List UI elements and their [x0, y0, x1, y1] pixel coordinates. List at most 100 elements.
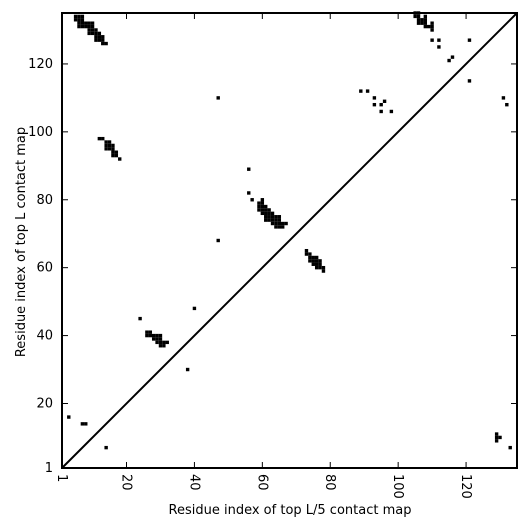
contact-cell-upper	[73, 14, 78, 19]
contact-cell-upper	[77, 21, 81, 25]
contact-cell-upper	[264, 204, 268, 209]
contact-cell-upper	[247, 191, 251, 195]
contact-cell-upper	[430, 38, 434, 42]
x-tick-label: 20	[119, 474, 134, 491]
contact-cell-upper	[420, 21, 424, 25]
contact-cell-upper	[77, 24, 81, 29]
contact-cell-upper	[84, 24, 88, 29]
contact-cell-lower	[508, 445, 512, 450]
contact-cell-upper	[80, 14, 85, 19]
contact-cell-upper	[423, 21, 428, 25]
contact-cell-upper	[260, 201, 265, 205]
contact-cell-upper	[274, 221, 278, 226]
contact-cell-upper	[247, 167, 251, 171]
contact-cell-upper	[101, 136, 105, 141]
contact-cell-upper	[87, 31, 91, 36]
contact-cell-upper	[314, 259, 319, 263]
contact-cell-upper	[104, 143, 108, 148]
contact-cell-upper	[97, 31, 102, 36]
contact-cell-upper	[73, 18, 78, 22]
contact-cell-upper	[416, 21, 421, 25]
y-tick-label: 80	[36, 193, 53, 208]
contact-cell-upper	[97, 136, 102, 141]
contact-cell-upper	[94, 35, 98, 39]
contact-cell-upper	[260, 198, 265, 202]
contact-cell-upper	[308, 255, 312, 260]
contact-cell-upper	[101, 35, 105, 39]
y-tick-label: 20	[36, 396, 53, 411]
contact-cell-upper	[501, 96, 506, 100]
contact-cell-lower	[158, 344, 163, 348]
contact-cell-upper	[267, 215, 271, 219]
contact-cell-upper	[260, 204, 265, 209]
contact-cell-upper	[437, 45, 441, 49]
contact-cell-upper	[284, 221, 288, 226]
contact-cell-upper	[277, 225, 282, 229]
contact-cell-upper	[277, 218, 282, 222]
contact-cell-lower	[151, 333, 156, 338]
y-tick-label: 60	[36, 261, 53, 276]
contact-cell-upper	[467, 79, 472, 83]
contact-cell-upper	[216, 96, 220, 100]
contact-cell-lower	[67, 415, 71, 419]
contact-cell-upper	[90, 24, 95, 29]
contact-cell-upper	[372, 96, 377, 100]
contact-cell-upper	[90, 28, 95, 32]
contact-cell-upper	[308, 259, 312, 263]
x-tick-label: 100	[390, 474, 405, 499]
contact-cell-upper	[260, 208, 265, 212]
contact-cell-lower	[155, 337, 159, 341]
contact-cell-upper	[423, 18, 428, 22]
contact-cell-upper	[97, 38, 102, 42]
contact-cell-upper	[94, 28, 98, 32]
contact-cell-upper	[430, 28, 434, 32]
contact-cell-upper	[304, 248, 309, 253]
contact-cell-upper	[311, 259, 315, 263]
x-tick-label: 1	[54, 474, 69, 482]
contact-cell-upper	[90, 31, 95, 36]
contact-cell-upper	[274, 215, 278, 219]
contact-cell-lower	[148, 333, 152, 338]
contact-cell-upper	[314, 255, 319, 260]
contact-cell-upper	[257, 208, 261, 212]
contact-cell-upper	[365, 89, 370, 93]
contact-cell-upper	[80, 21, 85, 25]
contact-cell-upper	[318, 265, 322, 270]
contact-cell-upper	[308, 252, 312, 256]
contact-cell-upper	[318, 262, 322, 266]
contact-cell-upper	[114, 153, 119, 158]
contact-cell-upper	[430, 21, 434, 25]
contact-cell-upper	[270, 218, 275, 222]
contact-cell-lower	[494, 435, 499, 440]
contact-cell-upper	[77, 18, 81, 22]
contact-cell-upper	[281, 221, 285, 226]
contact-cell-upper	[413, 14, 417, 19]
contact-cell-upper	[372, 102, 377, 107]
contact-cell-upper	[267, 211, 271, 216]
contact-cell-upper	[257, 204, 261, 209]
x-axis-label: Residue index of top L/5 contact map	[169, 503, 412, 518]
contact-cell-upper	[389, 109, 394, 114]
contact-cell-upper	[379, 102, 383, 107]
contact-cell-upper	[97, 35, 102, 39]
contact-cell-lower	[494, 432, 499, 436]
contact-cell-upper	[87, 24, 91, 29]
contact-cell-lower	[158, 333, 163, 338]
contact-cell-upper	[270, 215, 275, 219]
contact-cell-upper	[270, 211, 275, 216]
contact-cell-lower	[145, 333, 149, 338]
contact-cell-upper	[382, 99, 387, 103]
y-tick-label: 120	[28, 57, 53, 72]
contact-cell-lower	[148, 330, 152, 334]
contact-cell-lower	[145, 330, 149, 334]
contact-cell-lower	[104, 445, 108, 450]
contact-cell-lower	[138, 316, 142, 321]
contact-cell-upper	[447, 58, 451, 63]
x-tick-label: 120	[458, 474, 473, 499]
contact-cell-upper	[379, 109, 383, 114]
y-tick-label: 40	[36, 329, 53, 344]
contact-cell-lower	[151, 337, 156, 341]
contact-cell-lower	[158, 337, 163, 341]
contact-cell-upper	[101, 38, 105, 42]
